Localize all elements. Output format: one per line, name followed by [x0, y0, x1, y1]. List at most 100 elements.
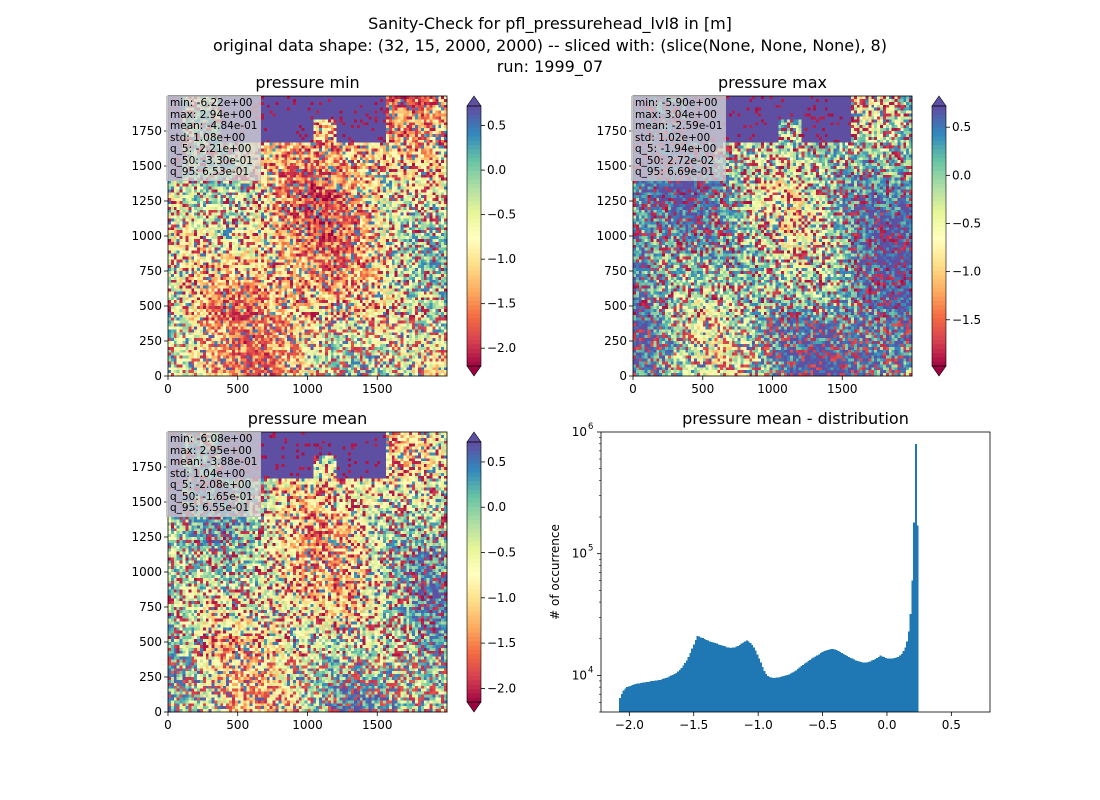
- heatmap-cell: [287, 140, 290, 143]
- heatmap-cell: [220, 181, 223, 184]
- heatmap-cell: [403, 157, 406, 160]
- heatmap-cell: [363, 201, 366, 204]
- heatmap-cell: [171, 189, 174, 192]
- heatmap-cell: [171, 239, 174, 242]
- heatmap-cell: [287, 198, 290, 201]
- heatmap-cell: [328, 242, 331, 245]
- heatmap-cell: [392, 204, 395, 207]
- heatmap-cell: [281, 169, 284, 172]
- heatmap-cell: [401, 178, 404, 181]
- heatmap-cell: [371, 160, 374, 163]
- heatmap-cell: [383, 146, 386, 149]
- heatmap-cell: [331, 216, 334, 219]
- heatmap-cell: [395, 140, 398, 143]
- heatmap-cell: [313, 204, 316, 207]
- heatmap-cell: [435, 111, 438, 114]
- heatmap-cell: [421, 221, 424, 224]
- heatmap-cell: [284, 116, 287, 119]
- heatmap-cell: [273, 230, 276, 233]
- heatmap-cell: [270, 221, 273, 224]
- heatmap-cell: [299, 175, 302, 178]
- heatmap-cell: [319, 195, 322, 198]
- heatmap-cell: [185, 201, 188, 204]
- heatmap-cell: [432, 154, 435, 157]
- heatmap-cell: [409, 181, 412, 184]
- heatmap-cell: [293, 186, 296, 189]
- heatmap-cell: [415, 216, 418, 219]
- heatmap-cell: [398, 163, 401, 166]
- heatmap-cell: [215, 198, 218, 201]
- heatmap-cell: [369, 189, 372, 192]
- heatmap-cell: [273, 245, 276, 248]
- heatmap-cell: [209, 210, 212, 213]
- heatmap-cell: [273, 140, 276, 143]
- heatmap-cell: [430, 216, 433, 219]
- heatmap-cell: [334, 122, 337, 125]
- heatmap-cell: [351, 111, 354, 114]
- heatmap-cell: [246, 233, 249, 236]
- heatmap-cell: [267, 239, 270, 242]
- heatmap-cell: [395, 186, 398, 189]
- heatmap-cell: [406, 166, 409, 169]
- heatmap-cell: [267, 216, 270, 219]
- heatmap-cell: [305, 201, 308, 204]
- heatmap-cell: [441, 128, 444, 131]
- heatmap-cell: [273, 108, 276, 111]
- heatmap-cell: [360, 213, 363, 216]
- heatmap-cell: [310, 154, 313, 157]
- heatmap-cell: [339, 157, 342, 160]
- heatmap-cell: [354, 96, 357, 99]
- heatmap-cell: [403, 163, 406, 166]
- heatmap-cell: [421, 108, 424, 111]
- heatmap-cell: [191, 189, 194, 192]
- heatmap-cell: [171, 213, 174, 216]
- heatmap-cell: [435, 172, 438, 175]
- heatmap-cell: [290, 114, 293, 117]
- heatmap-cell: [348, 125, 351, 128]
- heatmap-cell: [322, 227, 325, 230]
- heatmap-cell: [261, 143, 264, 146]
- heatmap-cell: [339, 210, 342, 213]
- heatmap-cell: [191, 221, 194, 224]
- heatmap-cell: [337, 216, 340, 219]
- heatmap-cell: [258, 181, 261, 184]
- heatmap-cell: [273, 134, 276, 137]
- heatmap-cell: [267, 116, 270, 119]
- heatmap-cell: [322, 154, 325, 157]
- heatmap-cell: [293, 236, 296, 239]
- heatmap-cell: [389, 219, 392, 222]
- heatmap-cell: [409, 160, 412, 163]
- heatmap-cell: [168, 230, 171, 233]
- heatmap-cell: [398, 233, 401, 236]
- heatmap-cell: [383, 198, 386, 201]
- heatmap-cell: [174, 189, 177, 192]
- heatmap-cell: [348, 178, 351, 181]
- heatmap-cell: [290, 125, 293, 128]
- heatmap-cell: [267, 242, 270, 245]
- heatmap-cell: [180, 201, 183, 204]
- heatmap-cell: [290, 105, 293, 108]
- heatmap-cell: [180, 198, 183, 201]
- heatmap-cell: [220, 221, 223, 224]
- heatmap-cell: [281, 102, 284, 105]
- heatmap-cell: [310, 160, 313, 163]
- heatmap-cell: [345, 242, 348, 245]
- heatmap-cell: [380, 210, 383, 213]
- heatmap-cell: [369, 224, 372, 227]
- heatmap-cell: [398, 236, 401, 239]
- heatmap-cell: [183, 189, 186, 192]
- heatmap-cell: [389, 96, 392, 99]
- heatmap-cell: [293, 198, 296, 201]
- heatmap-cell: [229, 189, 232, 192]
- heatmap-cell: [369, 128, 372, 131]
- heatmap-cell: [438, 149, 441, 152]
- heatmap-cell: [351, 186, 354, 189]
- heatmap-cell: [261, 236, 264, 239]
- heatmap-cell: [180, 239, 183, 242]
- heatmap-cell: [287, 224, 290, 227]
- heatmap-cell: [357, 204, 360, 207]
- heatmap-cell: [409, 111, 412, 114]
- heatmap-cell: [342, 96, 345, 99]
- heatmap-cell: [313, 140, 316, 143]
- heatmap-cell: [377, 131, 380, 134]
